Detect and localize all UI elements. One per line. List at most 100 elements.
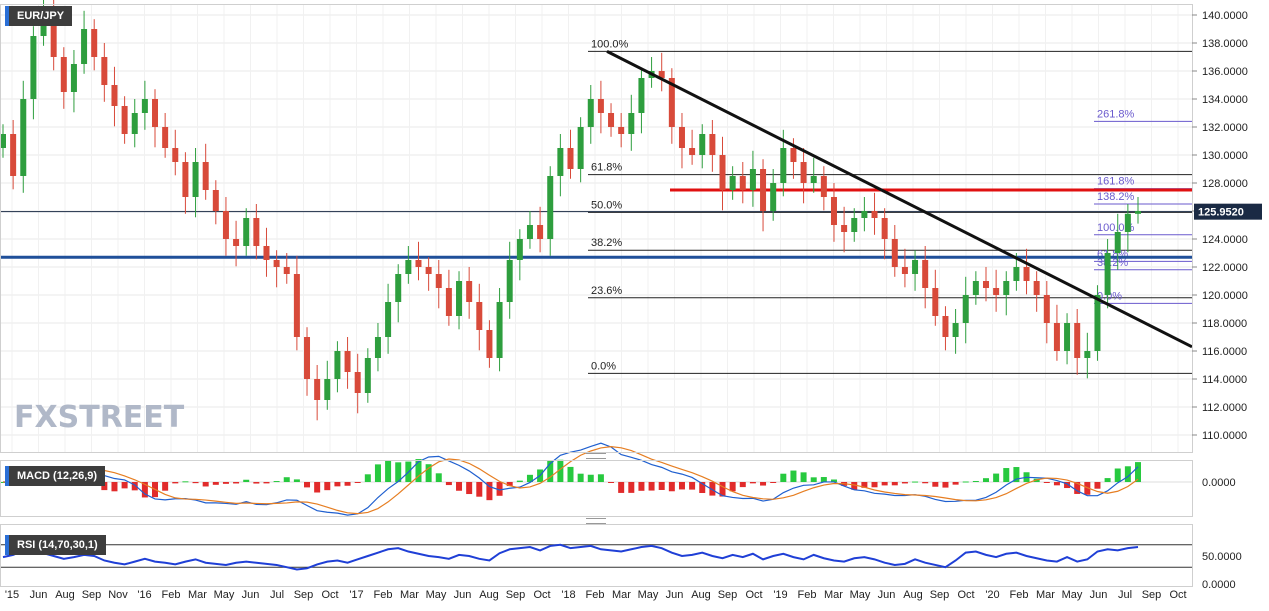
y-tick-label: 112.0000 xyxy=(1202,402,1247,414)
candle-body xyxy=(152,99,159,127)
macd-histogram-bar xyxy=(587,474,594,482)
macd-histogram-bar xyxy=(810,477,817,482)
macd-histogram-bar xyxy=(1053,482,1060,486)
macd-histogram-bar xyxy=(516,480,523,482)
macd-histogram-bar xyxy=(972,480,979,482)
macd-histogram-bar xyxy=(618,482,625,493)
macd-histogram-bar xyxy=(628,482,635,493)
macd-histogram-bar xyxy=(699,482,706,494)
candle-body xyxy=(374,337,381,358)
macd-histogram-bar xyxy=(212,482,219,485)
x-tick-label: Sep xyxy=(1142,589,1162,601)
macd-histogram-bar xyxy=(506,482,513,487)
macd-histogram-bar xyxy=(1064,482,1071,489)
candle-body xyxy=(283,267,290,274)
macd-histogram-bar xyxy=(678,482,685,490)
macd-histogram-bar xyxy=(1084,482,1091,495)
candle-body xyxy=(1053,323,1060,351)
candle-body xyxy=(1043,295,1050,323)
x-tick-label: Oct xyxy=(957,589,974,601)
macd-histogram-bar xyxy=(567,466,574,482)
candle-body xyxy=(405,260,412,274)
macd-histogram-bar xyxy=(233,482,240,484)
y-tick-label: 132.0000 xyxy=(1202,122,1248,134)
macd-histogram-bar xyxy=(891,482,898,486)
y-tick-label: 118.0000 xyxy=(1202,318,1247,330)
candle-body xyxy=(881,218,888,239)
macd-label: MACD (12,26,9) xyxy=(5,466,106,486)
candle-body xyxy=(101,57,108,85)
macd-histogram-bar xyxy=(932,482,939,487)
macd-histogram-bar xyxy=(1094,482,1101,489)
macd-histogram-bar xyxy=(830,479,837,482)
candle-body xyxy=(729,176,736,190)
macd-histogram-bar xyxy=(354,482,361,483)
macd-histogram-bar xyxy=(385,460,392,482)
candle-body xyxy=(830,197,837,225)
macd-histogram-bar xyxy=(993,473,1000,482)
x-tick-label: Oct xyxy=(1169,589,1186,601)
candle-body xyxy=(273,260,280,267)
fib-retracement-label: 100.0% xyxy=(591,38,629,50)
last-price-tag xyxy=(1194,203,1262,220)
candle-body xyxy=(719,155,726,190)
x-tick-label: '20 xyxy=(985,589,999,601)
x-tick-label: Mar xyxy=(824,589,843,601)
macd-histogram-bar xyxy=(445,482,452,486)
fib-retracement-label: 0.0% xyxy=(591,360,616,372)
rsi-tick-label: 0.0000 xyxy=(1202,579,1236,591)
candle-body xyxy=(50,12,57,57)
macd-histogram-bar xyxy=(395,462,402,482)
candle-body xyxy=(567,148,574,169)
y-tick-label: 130.0000 xyxy=(1202,150,1248,162)
fib-extension-label: 261.8% xyxy=(1097,108,1135,120)
candle-body xyxy=(932,288,939,316)
macd-histogram-bar xyxy=(952,482,959,485)
macd-histogram-bar xyxy=(374,464,381,482)
macd-histogram-bar xyxy=(709,482,716,496)
macd-histogram-bar xyxy=(739,482,746,488)
x-tick-label: '16 xyxy=(137,589,151,601)
y-tick-label: 110.0000 xyxy=(1202,430,1247,442)
macd-histogram-bar xyxy=(760,482,767,486)
candle-body xyxy=(364,358,371,393)
candle-body xyxy=(749,169,756,190)
x-tick-label: Feb xyxy=(586,589,605,601)
candle-body xyxy=(91,29,98,57)
macd-histogram-bar xyxy=(273,481,280,483)
candle-body xyxy=(952,323,959,337)
candle-body xyxy=(618,127,625,134)
macd-histogram-bar xyxy=(608,482,615,483)
macd-histogram-bar xyxy=(638,482,645,491)
pane-resize-handle[interactable] xyxy=(586,453,606,459)
macd-histogram-bar xyxy=(1114,468,1121,482)
candle-body xyxy=(516,239,523,260)
candle-body xyxy=(739,176,746,190)
candle-body xyxy=(304,337,311,379)
candle-body xyxy=(496,302,503,358)
y-tick-label: 134.0000 xyxy=(1202,94,1248,106)
x-tick-label: Sep xyxy=(930,589,950,601)
macd-histogram-bar xyxy=(871,482,878,488)
candle-body xyxy=(476,302,483,330)
macd-histogram-bar xyxy=(1043,482,1050,483)
candle-body xyxy=(445,288,452,316)
candle-body xyxy=(841,225,848,232)
candle-body xyxy=(10,134,17,176)
x-tick-label: Jun xyxy=(454,589,472,601)
macd-histogram-bar xyxy=(922,482,929,484)
macd-histogram-bar xyxy=(415,459,422,482)
candle-body xyxy=(800,162,807,183)
y-tick-label: 114.0000 xyxy=(1202,374,1247,386)
candle-body xyxy=(861,211,868,218)
x-tick-label: May xyxy=(214,589,235,601)
candle-body xyxy=(608,113,615,127)
pane-resize-handle[interactable] xyxy=(586,518,606,524)
macd-signal-line xyxy=(3,446,1139,515)
macd-histogram-bar xyxy=(912,481,919,483)
macd-histogram-bar xyxy=(253,482,260,484)
fib-extension-label: 0.0% xyxy=(1097,290,1122,302)
macd-histogram-bar xyxy=(557,459,564,482)
